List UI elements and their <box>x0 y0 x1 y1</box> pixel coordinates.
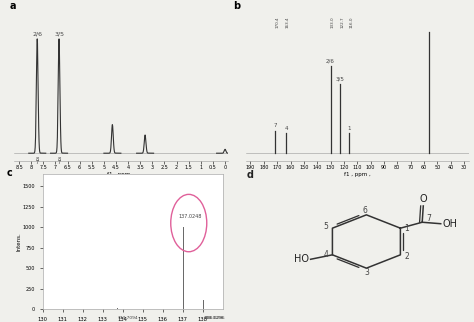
Text: 4: 4 <box>284 126 288 131</box>
Text: 7: 7 <box>273 123 277 128</box>
Y-axis label: Intens.: Intens. <box>16 232 21 251</box>
Text: 138.0296: 138.0296 <box>204 316 225 320</box>
Text: 7: 7 <box>426 213 431 223</box>
Text: 116.0: 116.0 <box>349 16 353 28</box>
Text: 138.0296: 138.0296 <box>204 316 225 320</box>
Text: 3: 3 <box>364 269 369 277</box>
Text: 7: 7 <box>57 160 61 166</box>
Text: 7: 7 <box>36 160 39 166</box>
Text: 6: 6 <box>363 206 368 214</box>
Text: a: a <box>10 1 17 11</box>
Text: 8: 8 <box>36 157 39 162</box>
Text: 3/5: 3/5 <box>54 31 64 36</box>
Text: 5: 5 <box>323 222 328 231</box>
Text: 8: 8 <box>57 157 61 162</box>
X-axis label: f1 , ppm ,: f1 , ppm , <box>108 172 134 176</box>
Text: 133.7094: 133.7094 <box>118 316 138 320</box>
Text: 2/6: 2/6 <box>32 31 42 36</box>
Text: 122.7: 122.7 <box>340 16 344 28</box>
Text: b: b <box>233 1 240 11</box>
Text: 137.0248: 137.0248 <box>178 214 201 219</box>
Text: O: O <box>419 194 427 204</box>
Text: 2/6: 2/6 <box>326 58 335 63</box>
Text: 3/5: 3/5 <box>336 77 345 82</box>
Text: d: d <box>246 170 254 180</box>
Text: 4: 4 <box>323 250 328 259</box>
Text: 133.0: 133.0 <box>330 16 335 28</box>
Text: c: c <box>7 168 12 178</box>
Text: 1: 1 <box>404 224 409 233</box>
Text: OH: OH <box>442 219 457 229</box>
Text: 163.4: 163.4 <box>286 16 290 28</box>
Text: 170.4: 170.4 <box>275 16 279 28</box>
Text: 1: 1 <box>347 126 351 131</box>
Text: HO: HO <box>294 254 309 264</box>
X-axis label: f1 , ppm ,: f1 , ppm , <box>345 172 371 176</box>
Text: 2: 2 <box>404 252 409 261</box>
